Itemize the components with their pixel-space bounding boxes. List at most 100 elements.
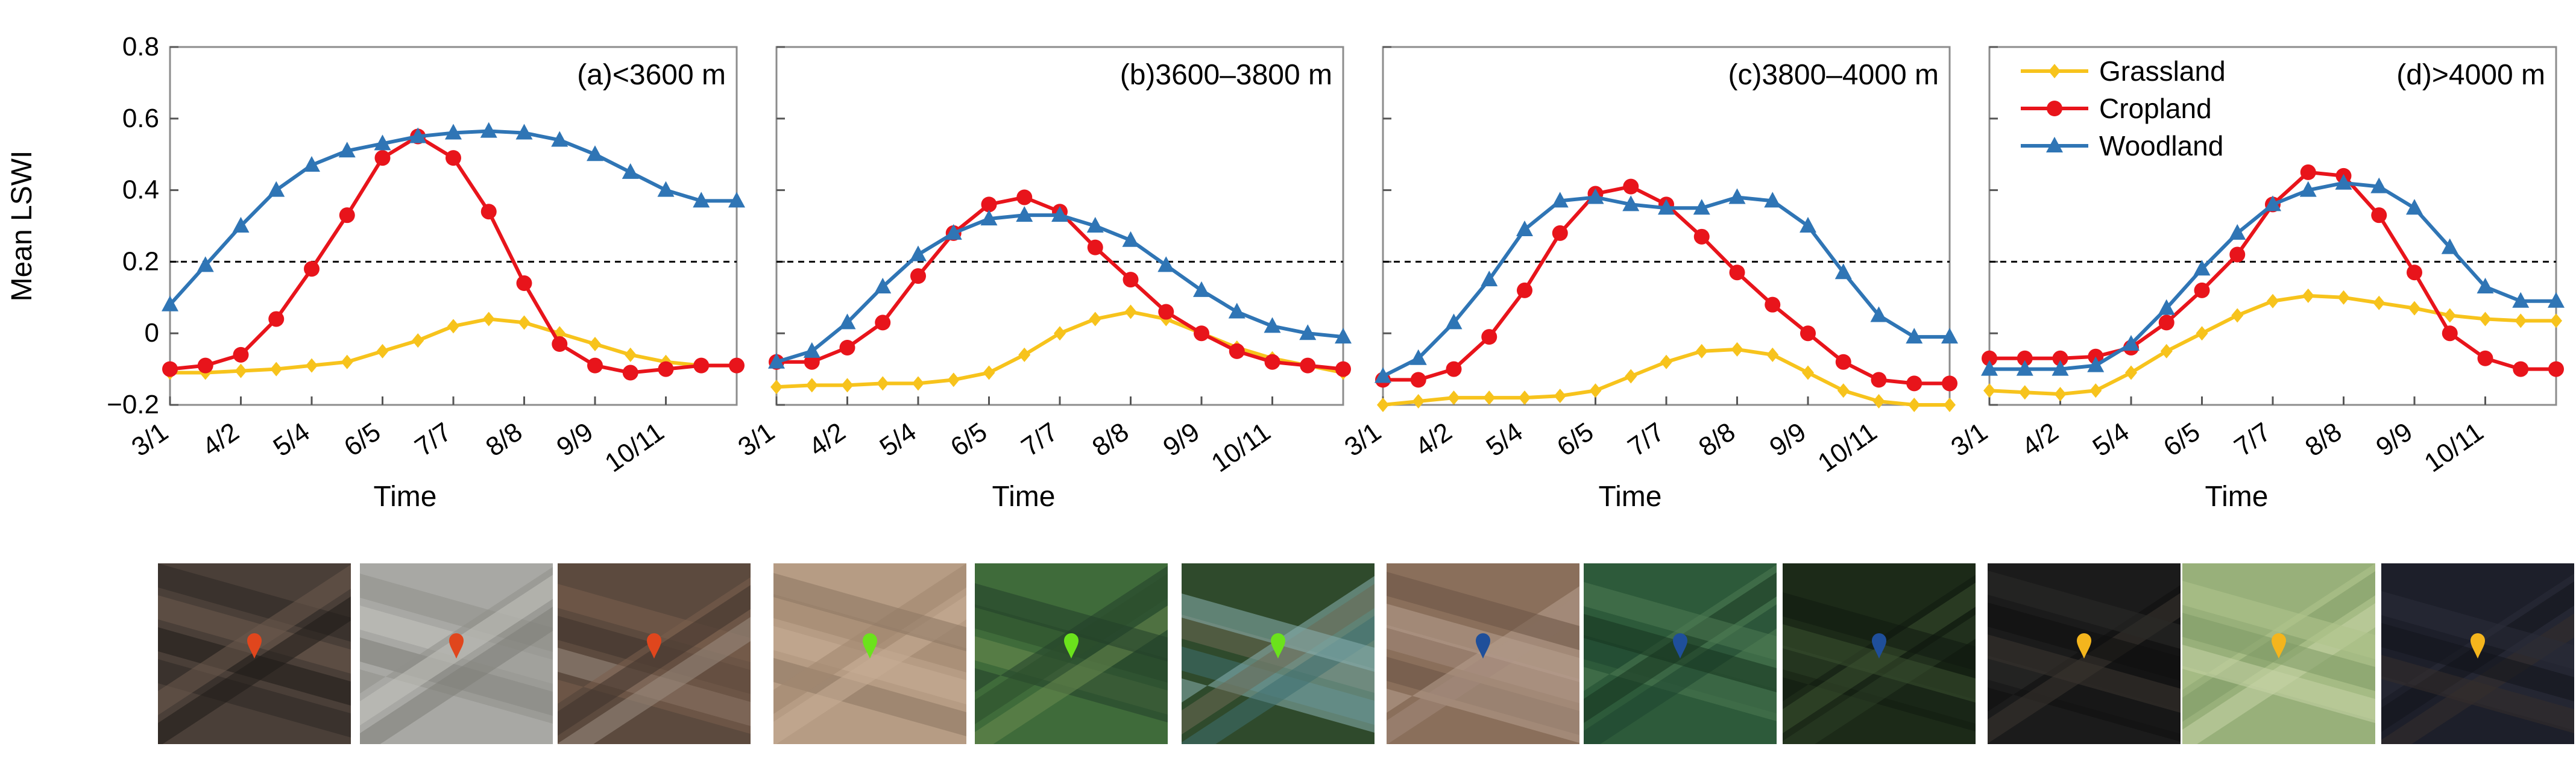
x-tick-label: 6/5	[339, 417, 386, 462]
data-point-woodland	[2016, 360, 2033, 376]
data-point-grassland	[2160, 343, 2173, 358]
series-line-grassland	[1989, 293, 2556, 396]
data-point-cropland	[1194, 325, 1209, 342]
data-point-woodland	[980, 210, 998, 226]
thumbnail-b-grassland	[773, 563, 966, 744]
location-pin-icon	[647, 633, 661, 659]
data-point-cropland	[1906, 375, 1923, 392]
image-texture	[2182, 645, 2375, 723]
data-point-grassland	[1983, 383, 1995, 398]
data-point-woodland	[910, 245, 927, 261]
data-point-woodland	[2264, 195, 2281, 211]
data-point-grassland	[1589, 383, 1602, 398]
data-point-cropland	[1623, 178, 1639, 195]
data-point-grassland	[1554, 389, 1566, 404]
satellite-image	[360, 563, 553, 744]
thumbnail-d-woodland	[2381, 563, 2574, 744]
x-tick-label: 7/7	[410, 417, 457, 462]
x-tick-label: 7/7	[1016, 417, 1063, 462]
legend-marker-cropland	[2047, 101, 2062, 116]
panel-title: (c)3800–4000 m	[1728, 59, 1939, 91]
location-pin-icon	[1872, 633, 1886, 659]
data-point-woodland	[1551, 192, 1569, 208]
y-tick-label: 0.2	[122, 246, 159, 276]
satellite-image	[773, 563, 966, 744]
data-point-grassland	[2479, 311, 2492, 327]
data-point-woodland	[515, 124, 533, 140]
image-texture	[558, 585, 751, 736]
data-point-grassland	[1018, 347, 1031, 362]
data-point-woodland	[803, 342, 820, 358]
location-pin-icon	[247, 633, 262, 659]
data-point-grassland	[376, 343, 389, 358]
image-texture	[360, 607, 553, 744]
series-line-woodland	[1382, 195, 1950, 378]
data-point-woodland	[1299, 324, 1317, 340]
data-point-grassland	[877, 376, 889, 391]
image-texture	[1783, 592, 1976, 671]
panel-c: 3/1 4/2 5/4 6/5 7/7 8/8 9/9 10/11 Time (c)3800–40…	[1340, 46, 1958, 513]
x-tick-label: 3/1	[1340, 417, 1387, 462]
image-texture	[1584, 582, 1777, 660]
data-point-woodland	[2441, 238, 2458, 254]
x-tick-label: 5/4	[2088, 417, 2135, 462]
data-point-woodland	[1800, 217, 1816, 233]
image-texture	[1182, 584, 1375, 734]
location-pin-icon	[2272, 633, 2286, 659]
data-point-cropland	[1693, 228, 1710, 245]
x-tick-label: 9/9	[552, 417, 599, 462]
location-pin-icon	[863, 633, 877, 659]
plot-frame	[1382, 46, 1951, 406]
x-tick-label: 8/8	[1087, 417, 1134, 462]
data-point-grassland	[983, 365, 995, 380]
data-point-woodland	[1941, 328, 1958, 344]
data-point-grassland	[2018, 385, 2031, 400]
data-point-grassland	[412, 333, 424, 348]
data-point-grassland	[2302, 288, 2314, 303]
data-point-grassland	[1124, 304, 1137, 319]
data-point-cropland	[1016, 189, 1033, 205]
data-point-cropland	[2194, 282, 2210, 298]
data-point-cropland	[2300, 164, 2316, 180]
data-point-grassland	[518, 315, 531, 330]
y-tick-label: 0.8	[122, 32, 159, 61]
data-point-woodland	[1622, 195, 1640, 211]
x-tick-label: 6/5	[2158, 417, 2205, 462]
data-point-woodland	[2087, 356, 2105, 372]
data-point-woodland	[1051, 206, 1068, 222]
image-texture	[2381, 655, 2574, 733]
data-point-cropland	[446, 150, 461, 166]
thumbnail-c-grassland	[1387, 563, 1579, 744]
x-tick-label: 3/1	[1946, 417, 1993, 462]
data-point-grassland	[1625, 369, 1637, 384]
data-point-cropland	[480, 204, 497, 220]
data-point-woodland	[1016, 206, 1033, 222]
data-point-grassland	[1802, 365, 1814, 380]
data-point-cropland	[268, 311, 285, 327]
data-point-grassland	[1412, 394, 1425, 409]
data-point-woodland	[268, 181, 285, 197]
data-point-woodland	[839, 313, 856, 330]
data-point-cropland	[1123, 272, 1139, 288]
data-point-cropland	[197, 357, 213, 374]
x-axis-title: Time	[374, 481, 437, 513]
data-point-grassland	[447, 319, 459, 334]
data-point-woodland	[1086, 217, 1104, 233]
data-point-woodland	[303, 156, 320, 172]
data-point-grassland	[805, 378, 818, 393]
image-texture	[1182, 593, 1375, 672]
data-point-grassland	[770, 380, 783, 395]
thumbnail-d-grassland	[1988, 563, 2181, 744]
data-point-grassland	[1872, 394, 1885, 409]
data-point-grassland	[2196, 326, 2208, 341]
data-point-woodland	[409, 127, 427, 143]
x-tick-label: 9/9	[1765, 417, 1812, 462]
data-point-grassland	[341, 354, 353, 369]
location-pin-icon	[2077, 633, 2091, 659]
data-point-grassland	[947, 372, 960, 387]
data-point-cropland	[233, 346, 249, 363]
legend-marker-woodland	[2046, 137, 2063, 152]
data-point-woodland	[1157, 256, 1175, 272]
data-point-cropland	[587, 357, 603, 374]
legend: Grassland Cropland Woodland	[2021, 55, 2226, 161]
